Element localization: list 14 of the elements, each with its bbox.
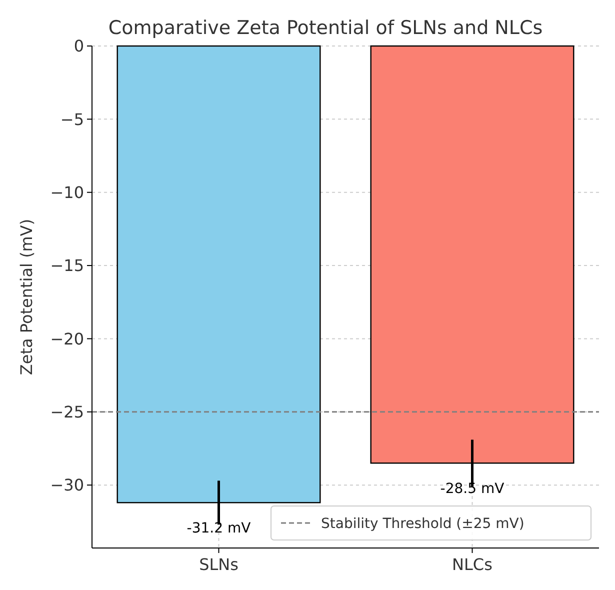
y-tick-label: −10 [50,182,84,202]
chart-title: Comparative Zeta Potential of SLNs and NLCs [108,17,543,39]
data-label: -31.2 mV [186,520,252,537]
y-tick-label: −15 [50,256,84,276]
y-tick-label: −5 [60,110,84,129]
x-tick-label: NLCs [452,555,492,574]
x-tick-label: SLNs [199,555,238,574]
y-tick-label: 0 [74,36,84,56]
data-label: -28.5 mV [440,481,505,498]
y-axis-title: Zeta Potential (mV) [17,218,36,376]
y-tick-label: −25 [50,402,84,422]
y-tick-label: −30 [50,476,84,495]
legend-label: Stability Threshold (±25 mV) [321,516,524,532]
y-tick-label: −20 [50,329,84,348]
